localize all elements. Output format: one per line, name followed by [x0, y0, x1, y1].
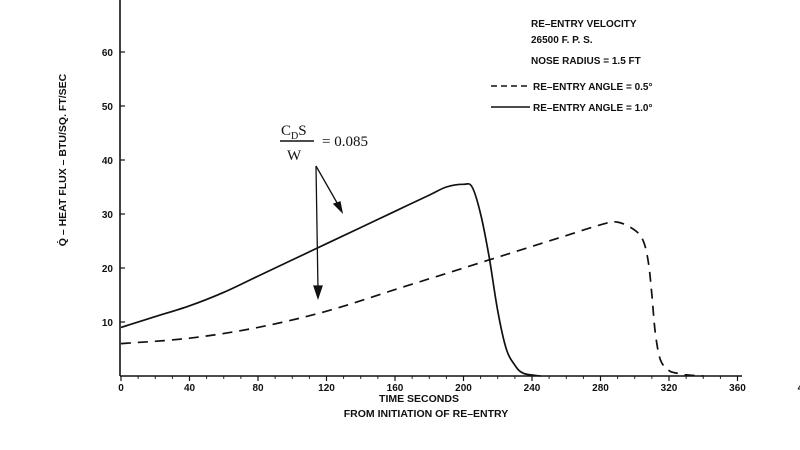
series-layer	[120, 182, 704, 377]
ballistic-coefficient-annotation: CDS W = 0.085	[280, 123, 368, 301]
x-tick-label: 40	[184, 383, 196, 394]
x-axis-title: TIME SECONDS	[379, 393, 459, 405]
conditions-block: RE–ENTRY VELOCITY 26500 F. P. S. NOSE RA…	[531, 19, 641, 67]
formula-numerator: CDS	[281, 123, 307, 142]
y-tick-label: 30	[102, 210, 114, 221]
x-tick-label: 80	[252, 383, 264, 394]
condition-nose-radius: NOSE RADIUS = 1.5 FT	[531, 56, 641, 67]
y-tick-label: 20	[102, 264, 114, 275]
legend-label-angle-0-5: RE–ENTRY ANGLE = 0.5°	[533, 82, 653, 93]
arrow-to-solid-curve	[315, 165, 341, 209]
y-tick-label: 50	[102, 102, 114, 113]
x-tick-label: 120	[318, 383, 335, 394]
legend-label-angle-1-0: RE–ENTRY ANGLE = 1.0°	[533, 103, 653, 114]
y-tick-label: 10	[102, 318, 114, 329]
legend: RE–ENTRY ANGLE = 0.5° RE–ENTRY ANGLE = 1…	[491, 82, 653, 114]
x-tick-label: 160	[387, 383, 404, 394]
annotation-arrows	[313, 165, 344, 301]
x-tick-label: 320	[661, 383, 678, 394]
ticks: 0408012016020024028032036040044010203040…	[102, 48, 800, 394]
arrowhead-dashed-curve	[313, 285, 323, 301]
x-tick-label: 360	[729, 383, 746, 394]
formula-denominator: W	[287, 148, 302, 164]
x-tick-label: 200	[455, 383, 472, 394]
axes	[119, 0, 742, 377]
x-tick-label: 240	[524, 383, 541, 394]
x-tick-label: 0	[118, 383, 124, 394]
x-tick-label: 400	[798, 383, 800, 394]
arrowhead-solid-curve	[332, 201, 344, 214]
y-tick-label: 60	[102, 48, 114, 59]
x-axis-subtitle: FROM INITIATION OF RE–ENTRY	[344, 408, 509, 420]
condition-velocity-value: 26500 F. P. S.	[531, 35, 593, 46]
x-tick-label: 280	[592, 383, 609, 394]
y-tick-label: 40	[102, 156, 114, 167]
condition-velocity-label: RE–ENTRY VELOCITY	[531, 19, 637, 30]
series-line-angle-0-5	[120, 220, 704, 377]
arrow-to-dashed-curve	[315, 165, 319, 291]
series-line-angle-1-0	[120, 182, 541, 377]
y-axis-title: Q̇ – HEAT FLUX – BTU/SQ. FT/SEC	[57, 73, 69, 246]
formula-value: = 0.085	[322, 134, 368, 150]
